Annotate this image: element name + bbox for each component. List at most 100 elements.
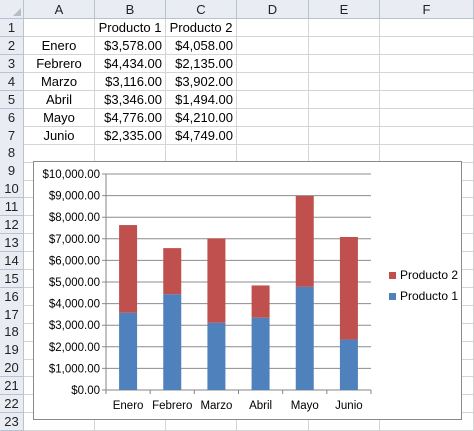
cell-c6[interactable]: $4,210.00 (166, 108, 237, 127)
cell-d6[interactable] (237, 108, 309, 127)
cell-c5[interactable]: $1,494.00 (166, 90, 237, 109)
y-tick-label: $3,000.00 (49, 320, 100, 332)
cell-c8[interactable] (166, 144, 237, 163)
cell-d5[interactable] (237, 90, 309, 109)
legend-label-producto-2: Producto 2 (400, 268, 458, 282)
cell-d2[interactable] (237, 36, 309, 56)
cell-a8[interactable] (24, 144, 95, 163)
row-header-1[interactable]: 1 (0, 19, 24, 38)
cell-d8[interactable] (237, 144, 309, 163)
cell-f4[interactable] (380, 72, 474, 92)
row-header-12[interactable]: 12 (0, 215, 24, 235)
row-header-8[interactable]: 8 (0, 144, 24, 163)
cell-f1[interactable] (380, 19, 474, 38)
cell-e2[interactable] (309, 36, 380, 56)
y-tick-label: $5,000.00 (49, 277, 100, 289)
row-header-14[interactable]: 14 (0, 251, 24, 271)
select-all-corner[interactable] (0, 0, 24, 19)
column-header-a[interactable]: A (24, 0, 95, 19)
x-tick-label: Junio (335, 400, 363, 412)
bar-producto-1-febrero (163, 294, 182, 390)
stacked-bar-chart[interactable]: $0.00 $1,000.00 $2,000.00 $3,000.00 $4,000.0… (33, 161, 462, 420)
bar-producto-2-abril (251, 285, 270, 318)
row-header-10[interactable]: 10 (0, 180, 24, 199)
column-header-e[interactable]: E (309, 0, 380, 19)
row-header-2[interactable]: 2 (0, 36, 24, 56)
cell-f5[interactable] (380, 90, 474, 109)
cell-f2[interactable] (380, 36, 474, 56)
cell-b4[interactable]: $3,116.00 (95, 72, 166, 92)
chart-svg: $0.00 $1,000.00 $2,000.00 $3,000.00 $4,000.0… (42, 169, 458, 412)
row-header-4[interactable]: 4 (0, 72, 24, 92)
row-header-7[interactable]: 7 (0, 126, 24, 145)
cell-a2[interactable]: Enero (24, 36, 95, 56)
cell-d7[interactable] (237, 126, 309, 145)
cell-f7[interactable] (380, 126, 474, 145)
cell-a4[interactable]: Marzo (24, 72, 95, 92)
bar-producto-1-marzo (207, 322, 226, 390)
cell-b1[interactable]: Producto 1 (95, 19, 166, 38)
row-header-9[interactable]: 9 (0, 162, 24, 181)
x-tick-label: Abril (249, 400, 272, 412)
cell-a7[interactable]: Junio (24, 126, 95, 145)
column-header-f[interactable]: F (380, 0, 474, 19)
row-header-3[interactable]: 3 (0, 54, 24, 74)
bar-producto-2-enero (119, 225, 138, 313)
cell-e4[interactable] (309, 72, 380, 92)
cell-f3[interactable] (380, 54, 474, 74)
cell-e7[interactable] (309, 126, 380, 145)
bar-producto-1-junio (339, 339, 358, 390)
cell-a3[interactable]: Febrero (24, 54, 95, 74)
column-header-c[interactable]: C (166, 0, 237, 19)
cell-f8[interactable] (380, 144, 474, 163)
y-tick-label: $2,000.00 (49, 342, 100, 354)
cell-a5[interactable]: Abril (24, 90, 95, 109)
row-header-5[interactable]: 5 (0, 90, 24, 109)
cell-e3[interactable] (309, 54, 380, 74)
cell-c7[interactable]: $4,749.00 (166, 126, 237, 145)
row-header-20[interactable]: 20 (0, 359, 24, 378)
cell-e6[interactable] (309, 108, 380, 127)
cell-d3[interactable] (237, 54, 309, 74)
cell-b7[interactable]: $2,335.00 (95, 126, 166, 145)
cell-b2[interactable]: $3,578.00 (95, 36, 166, 56)
cell-c3[interactable]: $2,135.00 (166, 54, 237, 74)
bar-producto-2-marzo (207, 238, 226, 323)
cell-f6[interactable] (380, 108, 474, 127)
cell-e8[interactable] (309, 144, 380, 163)
legend-swatch-producto-1 (389, 293, 396, 300)
column-header-b[interactable]: B (95, 0, 166, 19)
row-header-6[interactable]: 6 (0, 108, 24, 127)
cell-b5[interactable]: $3,346.00 (95, 90, 166, 109)
row-header-16[interactable]: 16 (0, 287, 24, 306)
row-header-22[interactable]: 22 (0, 394, 24, 414)
cell-c1[interactable]: Producto 2 (166, 19, 237, 38)
row-header-18[interactable]: 18 (0, 323, 24, 342)
cell-a1[interactable] (24, 19, 95, 38)
cell-b3[interactable]: $4,434.00 (95, 54, 166, 74)
y-tick-label: $7,000.00 (49, 234, 100, 246)
cell-e5[interactable] (309, 90, 380, 109)
cell-d1[interactable] (237, 19, 309, 38)
cell-c2[interactable]: $4,058.00 (166, 36, 237, 56)
cell-b6[interactable]: $4,776.00 (95, 108, 166, 127)
cell-a6[interactable]: Mayo (24, 108, 95, 127)
y-tick-label: $10,000.00 (42, 169, 100, 181)
row-header-11[interactable]: 11 (0, 198, 24, 217)
bar-producto-1-abril (251, 317, 270, 390)
bar-producto-2-mayo (295, 195, 314, 287)
row-header-15[interactable]: 15 (0, 269, 24, 288)
cell-c4[interactable]: $3,902.00 (166, 72, 237, 92)
column-header-d[interactable]: D (237, 0, 309, 19)
bar-producto-1-enero (119, 312, 138, 390)
row-header-17[interactable]: 17 (0, 305, 24, 324)
cell-d4[interactable] (237, 72, 309, 92)
row-header-13[interactable]: 13 (0, 233, 24, 253)
y-tick-label: $9,000.00 (49, 191, 100, 203)
y-tick-label: $1,000.00 (49, 363, 100, 375)
cell-e1[interactable] (309, 19, 380, 38)
cell-b8[interactable] (95, 144, 166, 163)
row-header-21[interactable]: 21 (0, 377, 24, 396)
row-header-23[interactable]: 23 (0, 412, 24, 431)
row-header-19[interactable]: 19 (0, 341, 24, 360)
